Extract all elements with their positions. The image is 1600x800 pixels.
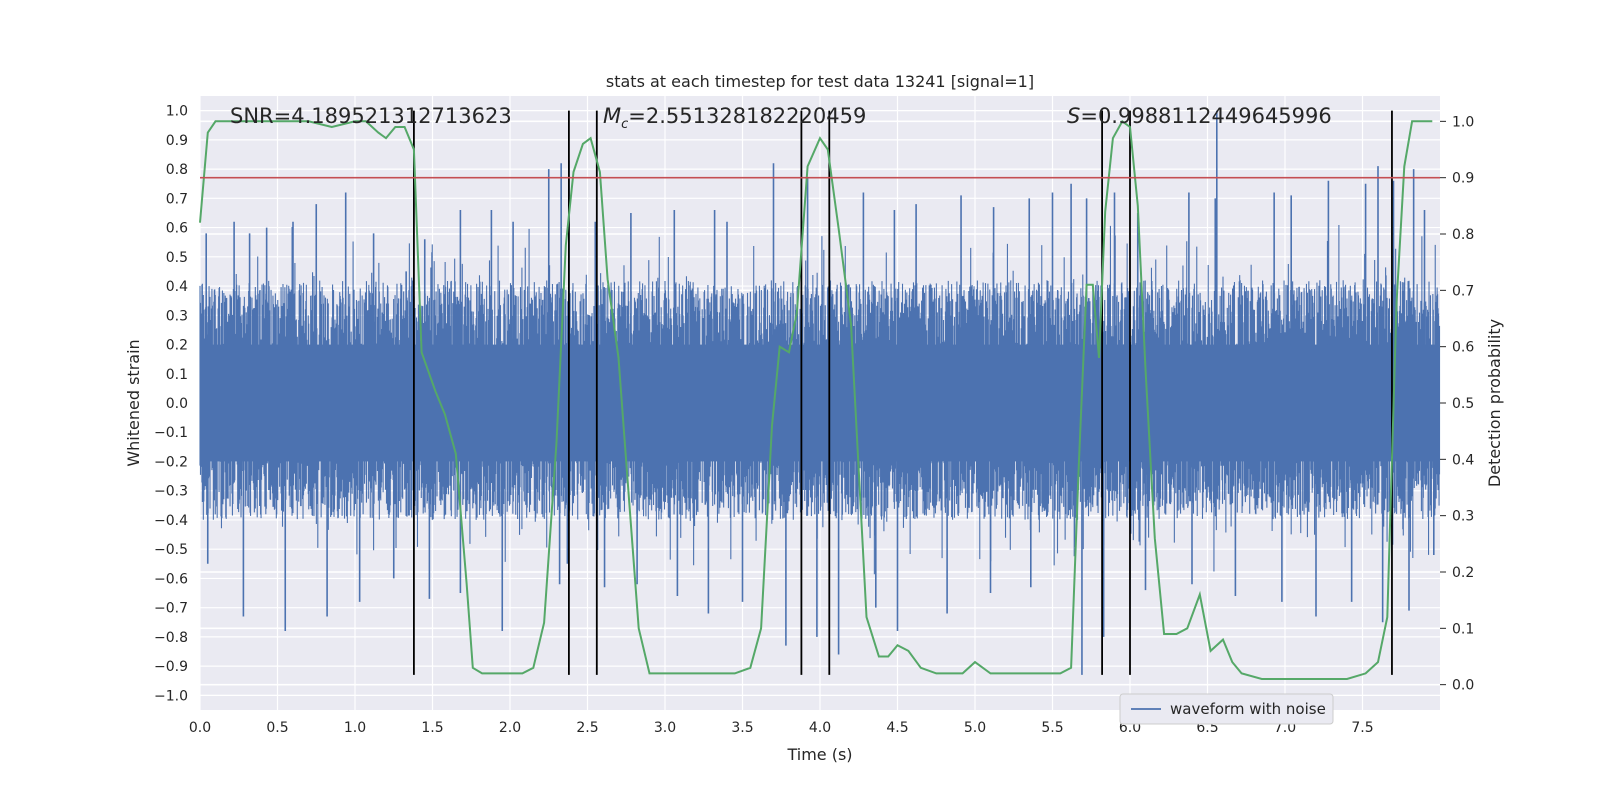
x-tick-label: 5.5 <box>1041 720 1063 736</box>
s-annotation: S=0.9988112449645996 <box>1067 104 1332 128</box>
y-tick-label: −0.1 <box>154 425 188 441</box>
y-tick-label: 0.1 <box>166 367 188 383</box>
y2-axis-label: Detection probability <box>1485 319 1504 487</box>
y2-tick-label: 0.2 <box>1452 565 1474 581</box>
tick-labels: 0.0 0.5 1.0 1.5 2.0 2.5 3.0 3.5 4.0 4.5 5.0 5.5 6.0 6… <box>154 104 1474 736</box>
chirp-mass-annotation: Mc=2.551328182220459 <box>603 104 866 132</box>
x-tick-label: 7.5 <box>1351 720 1373 736</box>
x-tick-label: 1.0 <box>344 720 366 736</box>
waveform-series <box>199 110 1441 675</box>
y2-tick-label: 0.5 <box>1452 396 1474 412</box>
chart-title: stats at each timestep for test data 132… <box>606 72 1034 91</box>
legend: waveform with noise <box>1119 693 1334 725</box>
y-tick-label: 0.4 <box>166 279 188 295</box>
y-tick-label: −0.8 <box>154 630 188 646</box>
y-tick-label: 0.3 <box>166 308 188 324</box>
y-tick-label: −0.5 <box>154 542 188 558</box>
x-tick-label: 4.0 <box>809 720 831 736</box>
y2-tick-label: 0.1 <box>1452 621 1474 637</box>
y-tick-label: 0.7 <box>166 191 188 207</box>
chirp-mass-subscript: c <box>621 117 628 132</box>
y-axis-label: Whitened strain <box>124 339 143 466</box>
y-tick-label: 0.2 <box>166 338 188 354</box>
y-tick-label: 0.6 <box>166 221 188 237</box>
y2-tick-label: 1.0 <box>1452 114 1474 130</box>
x-tick-label: 0.0 <box>189 720 211 736</box>
y2-tick-label: 0.0 <box>1452 678 1474 694</box>
y-tick-label: −0.2 <box>154 454 188 470</box>
y-tick-label: −0.6 <box>154 571 188 587</box>
probability-line <box>199 119 1433 680</box>
s-value: =0.9988112449645996 <box>1080 104 1331 128</box>
x-tick-label: 4.5 <box>886 720 908 736</box>
legend-box <box>1119 693 1334 725</box>
y2-tick-label: 0.7 <box>1452 283 1474 299</box>
chirp-mass-symbol: M <box>603 104 621 128</box>
x-axis-label: Time (s) <box>786 745 852 764</box>
x-tick-label: 3.5 <box>731 720 753 736</box>
y2-tick-label: 0.4 <box>1452 452 1474 468</box>
x-tick-label: 2.0 <box>499 720 521 736</box>
y-tick-label: −1.0 <box>154 688 188 704</box>
y-tick-label: −0.7 <box>154 601 188 617</box>
chirp-mass-value: =2.551328182220459 <box>628 104 866 128</box>
vertical-markers <box>412 110 1393 675</box>
s-symbol: S <box>1067 104 1080 128</box>
y2-tick-label: 0.3 <box>1452 509 1474 525</box>
y-tick-label: −0.9 <box>154 659 188 675</box>
x-tick-label: 2.5 <box>576 720 598 736</box>
x-tick-label: 1.5 <box>421 720 443 736</box>
y2-tick-label: 0.6 <box>1452 340 1474 356</box>
x-tick-label: 5.0 <box>964 720 986 736</box>
snr-annotation: SNR=4.189521312713623 <box>230 104 512 128</box>
y-tick-label: 0.9 <box>166 133 188 149</box>
probability-series <box>199 119 1433 680</box>
y-tick-label: 0.5 <box>166 250 188 266</box>
x-tick-label: 3.0 <box>654 720 676 736</box>
y-tick-label: 0.0 <box>166 396 188 412</box>
legend-label: waveform with noise <box>1170 700 1326 718</box>
y2-tick-label: 0.9 <box>1452 171 1474 187</box>
y-tick-label: 0.8 <box>166 162 188 178</box>
y2-tick-label: 0.8 <box>1452 227 1474 243</box>
y-tick-label: −0.3 <box>154 484 188 500</box>
y-tick-label: −0.4 <box>154 513 188 529</box>
y-tick-label: 1.0 <box>166 104 188 120</box>
waveform-core <box>200 344 1440 462</box>
x-tick-label: 0.5 <box>266 720 288 736</box>
